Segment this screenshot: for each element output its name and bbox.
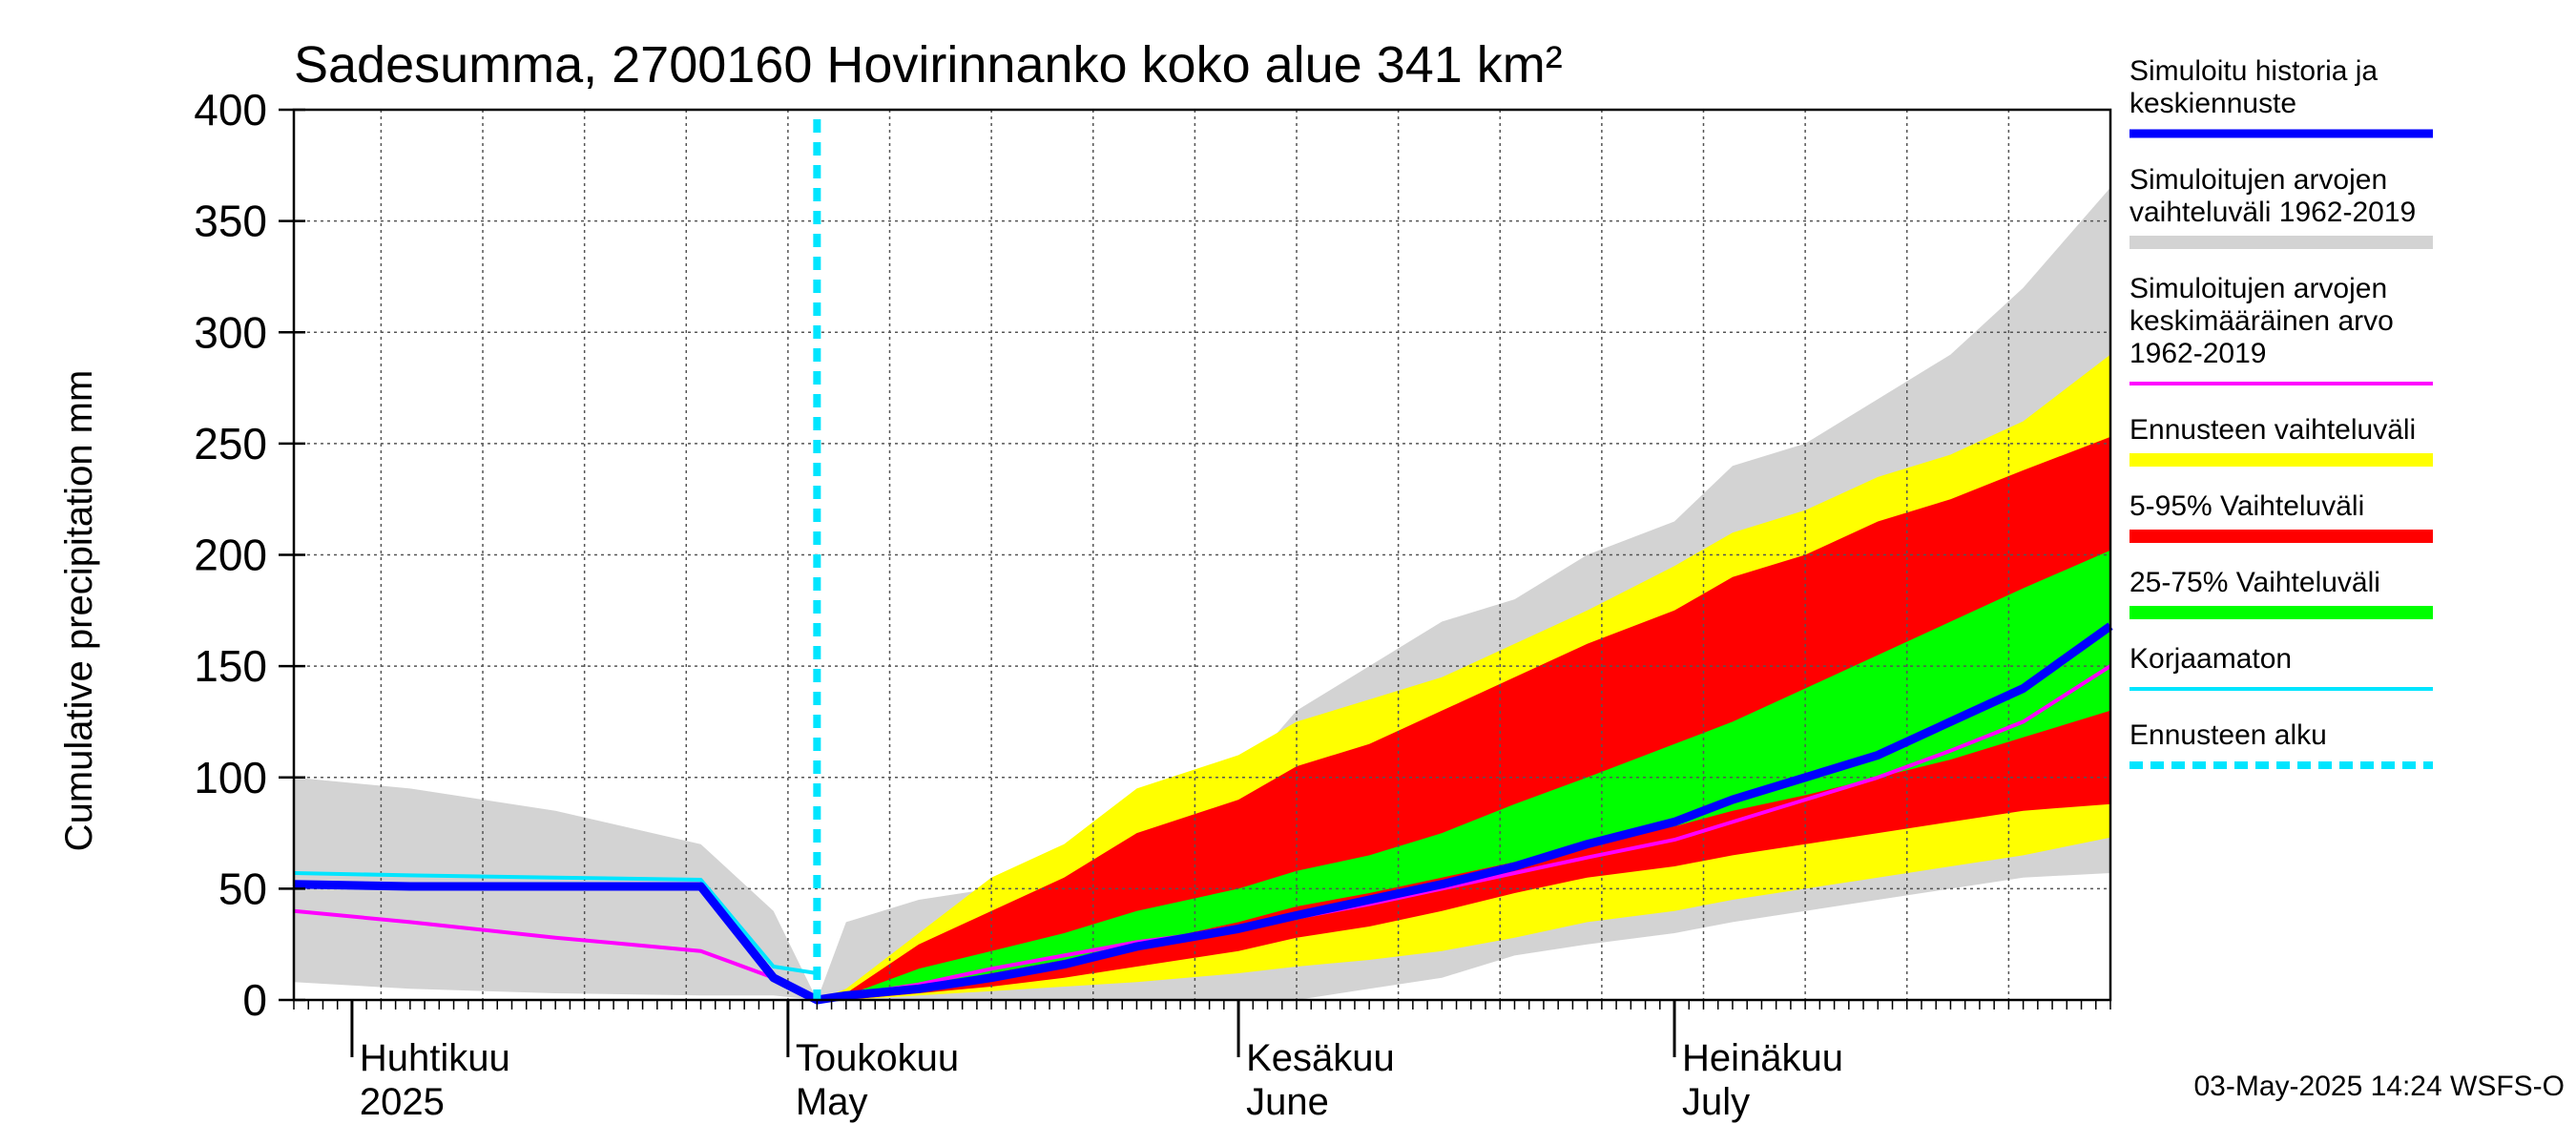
- y-tick-label: 100: [194, 753, 267, 802]
- y-tick-label: 350: [194, 197, 267, 246]
- legend-label: Simuloitu historia ja keskiennuste: [2129, 55, 2378, 119]
- legend-label: Simuloitujen arvojen vaihteluväli 1962-20…: [2129, 164, 2416, 228]
- range-bands: [294, 187, 2110, 1001]
- y-tick-label: 150: [194, 641, 267, 691]
- series-korjaamaton: [293, 871, 818, 975]
- band-25-75-vaihteluv-li: [817, 550, 2110, 1000]
- legend-label: Korjaamaton: [2129, 643, 2292, 675]
- y-tick-label: 0: [242, 975, 267, 1025]
- legend-label: Ennusteen vaihteluväli: [2129, 414, 2416, 446]
- legend: Simuloitu historia ja keskiennuste Simuloi…: [2129, 55, 2433, 769]
- legend-label: Simuloitujen arvojen keskimääräinen arvo 1…: [2129, 273, 2394, 369]
- month-label-en: 2025: [360, 1081, 445, 1123]
- y-tick-label: 400: [194, 85, 267, 135]
- month-label-fi: Toukokuu: [796, 1037, 959, 1079]
- legend-label: 5-95% Vaihteluväli: [2129, 490, 2364, 522]
- y-tick-label: 300: [194, 307, 267, 357]
- y-tick-label: 200: [194, 531, 267, 580]
- y-tick-label: 50: [218, 864, 267, 913]
- band-5-95-vaihteluv-li: [817, 436, 2110, 1000]
- grid-lines: [294, 109, 2110, 1000]
- month-label-fi: Kesäkuu: [1246, 1037, 1395, 1079]
- y-tick-labels: 0 50 100 150 200 250 300 350 400: [194, 85, 267, 1025]
- legend-label: Ennusteen alku: [2129, 719, 2327, 751]
- series-simuloitu-historia-ja-keskiennuste: [293, 622, 2113, 1005]
- axes: [279, 108, 2112, 1057]
- month-label-fi: Huhtikuu: [360, 1037, 510, 1079]
- y-tick-label: 250: [194, 419, 267, 468]
- timestamp: 03-May-2025 14:24 WSFS-O: [2194, 1071, 2566, 1102]
- chart-title: Sadesumma, 2700160 Hovirinnanko koko alu…: [294, 36, 1563, 94]
- month-label-fi: Heinäkuu: [1682, 1037, 1843, 1079]
- legend-label: 25-75% Vaihteluväli: [2129, 567, 2380, 598]
- month-label-en: May: [796, 1081, 868, 1123]
- month-label-en: June: [1246, 1081, 1329, 1123]
- series-lines: [293, 622, 2113, 1005]
- month-label-en: July: [1682, 1081, 1750, 1123]
- y-axis-label: Cumulative precipitation mm: [58, 370, 100, 852]
